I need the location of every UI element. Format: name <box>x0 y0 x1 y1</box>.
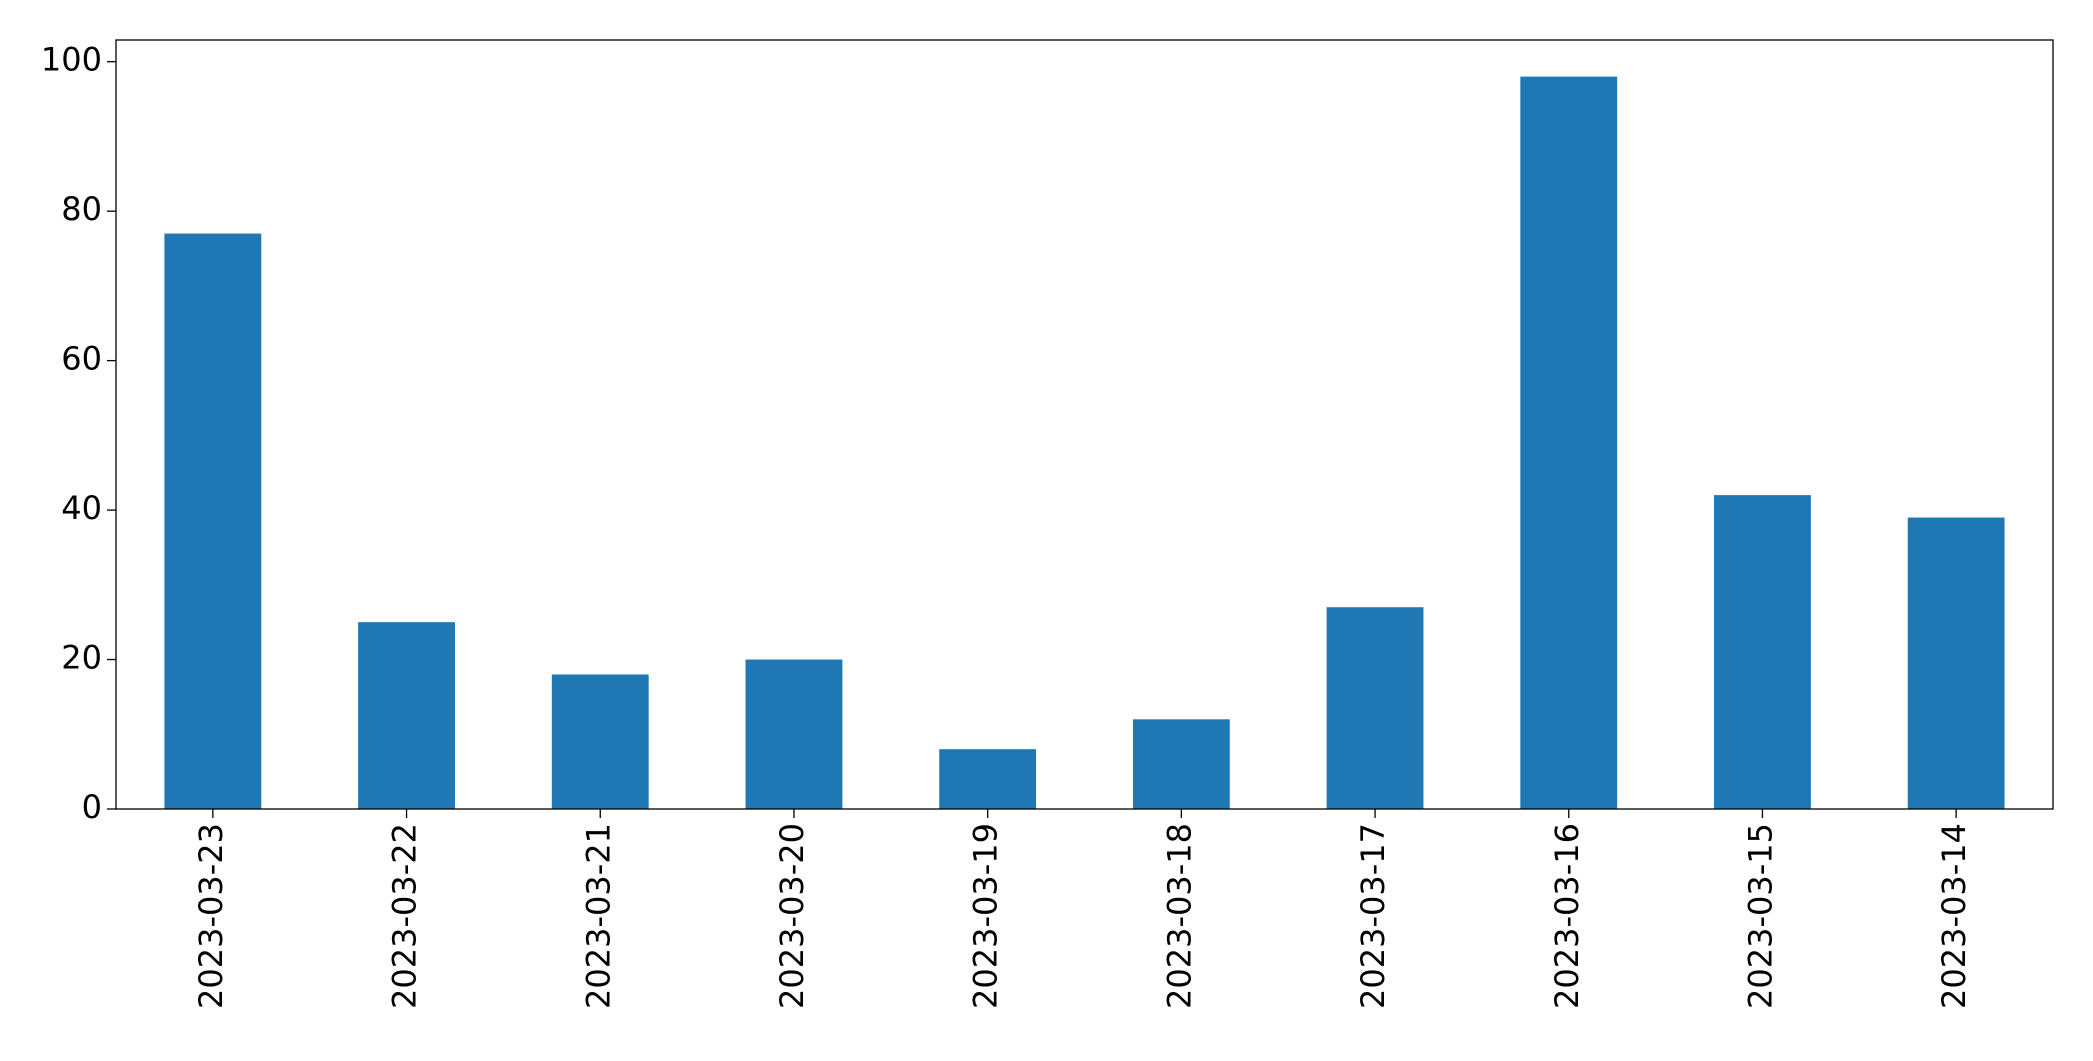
bar <box>745 659 843 809</box>
x-tick-label: 2023-03-17 <box>1354 823 1392 1009</box>
bar <box>1714 495 1811 809</box>
bar <box>551 674 649 809</box>
y-tick-label: 20 <box>61 639 102 677</box>
x-tick-label: 2023-03-16 <box>1548 823 1586 1009</box>
x-tick-label: 2023-03-21 <box>579 823 617 1009</box>
plot-frame <box>115 39 2054 810</box>
x-tick-label: 2023-03-22 <box>386 823 424 1009</box>
bar <box>939 749 1037 809</box>
y-tick-label: 60 <box>61 340 102 378</box>
bar <box>1520 76 1618 810</box>
x-tick-label: 2023-03-23 <box>192 823 230 1009</box>
x-tick-label: 2023-03-18 <box>1160 823 1198 1009</box>
x-tick-label: 2023-03-19 <box>967 823 1005 1009</box>
bar <box>1907 517 2005 809</box>
bar <box>1132 719 1230 809</box>
bar <box>164 233 262 810</box>
bar <box>1326 607 1424 809</box>
y-tick-label: 0 <box>82 788 102 826</box>
x-tick-label: 2023-03-15 <box>1741 823 1779 1009</box>
y-tick-label: 40 <box>61 489 102 527</box>
y-tick-label: 80 <box>61 190 102 228</box>
bar <box>358 622 455 809</box>
y-tick-label: 100 <box>41 41 102 79</box>
x-tick-label: 2023-03-20 <box>773 823 811 1009</box>
x-tick-label: 2023-03-14 <box>1935 823 1973 1009</box>
